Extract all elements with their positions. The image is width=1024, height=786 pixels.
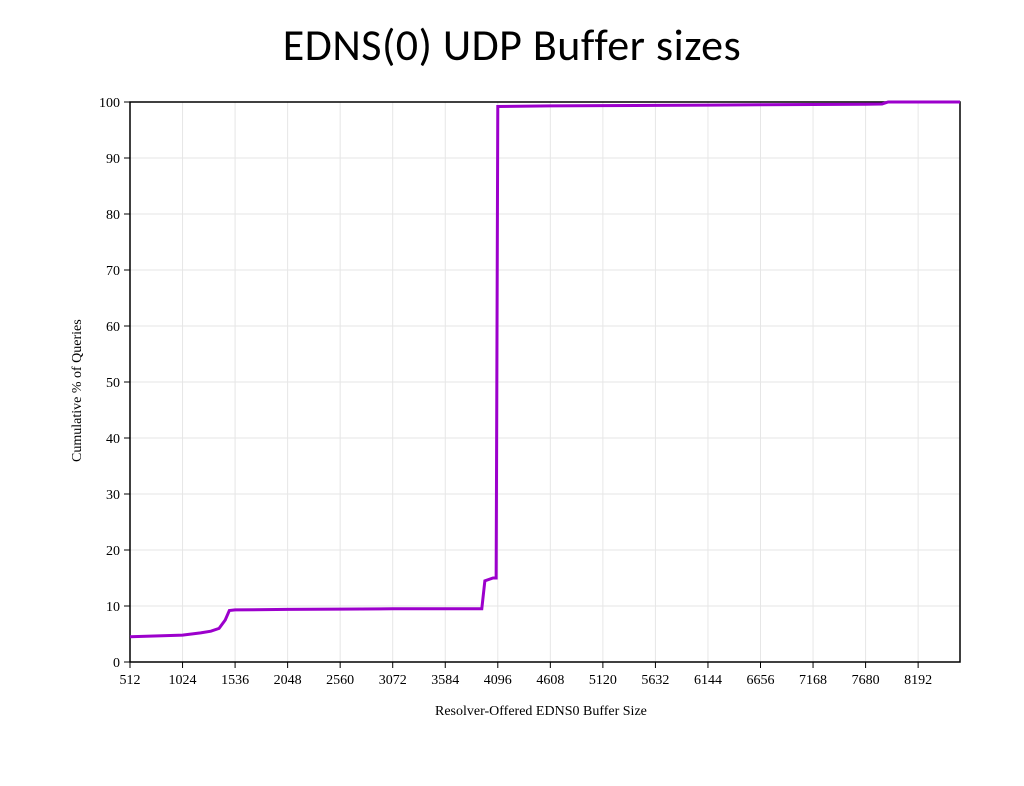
- y-tick-label: 30: [106, 488, 120, 503]
- x-tick-label: 5120: [589, 673, 617, 688]
- y-tick-label: 10: [106, 600, 120, 615]
- y-tick-label: 20: [106, 544, 120, 559]
- x-tick-label: 3072: [379, 673, 407, 688]
- x-tick-label: 7168: [799, 673, 827, 688]
- y-tick-label: 40: [106, 432, 120, 447]
- x-axis-label-text: Resolver-Offered EDNS0 Buffer Size: [435, 704, 647, 719]
- x-tick-label: 8192: [904, 673, 932, 688]
- x-tick-label: 3584: [431, 673, 459, 688]
- x-axis-label: Resolver-Offered EDNS0 Buffer Size: [435, 704, 647, 720]
- page-title: EDNS(0) UDP Buffer sizes: [0, 18, 1024, 72]
- y-tick-label: 70: [106, 264, 120, 279]
- y-tick-label: 90: [106, 152, 120, 167]
- x-tick-label: 6144: [694, 673, 722, 688]
- y-tick-label: 0: [113, 656, 120, 671]
- y-tick-label: 50: [106, 376, 120, 391]
- x-tick-label: 2560: [326, 673, 354, 688]
- line-chart: 512 1024 1536 2048 2560 3072 3584 4096 4608 5120 5…: [0, 72, 1024, 772]
- title-text: EDNS(0) UDP Buffer sizes: [283, 18, 741, 72]
- y-tick-label: 100: [99, 96, 120, 111]
- x-tick-label: 2048: [274, 673, 302, 688]
- y-axis-label: Cumulative % of Queries: [70, 319, 86, 462]
- x-tick-label: 6656: [747, 673, 775, 688]
- x-tick-label: 5632: [641, 673, 669, 688]
- x-tick-label: 1536: [221, 673, 249, 688]
- x-tick-label: 1024: [169, 673, 197, 688]
- y-axis-label-text: Cumulative % of Queries: [70, 319, 85, 462]
- y-tick-label: 60: [106, 320, 120, 335]
- x-tick-label: 7680: [852, 673, 880, 688]
- x-tick-label: 4096: [484, 673, 512, 688]
- y-tick-label: 80: [106, 208, 120, 223]
- x-tick-label: 512: [120, 673, 141, 688]
- chart-container: Cumulative % of Queries Resolver-Offered…: [0, 72, 1024, 772]
- x-tick-label: 4608: [536, 673, 564, 688]
